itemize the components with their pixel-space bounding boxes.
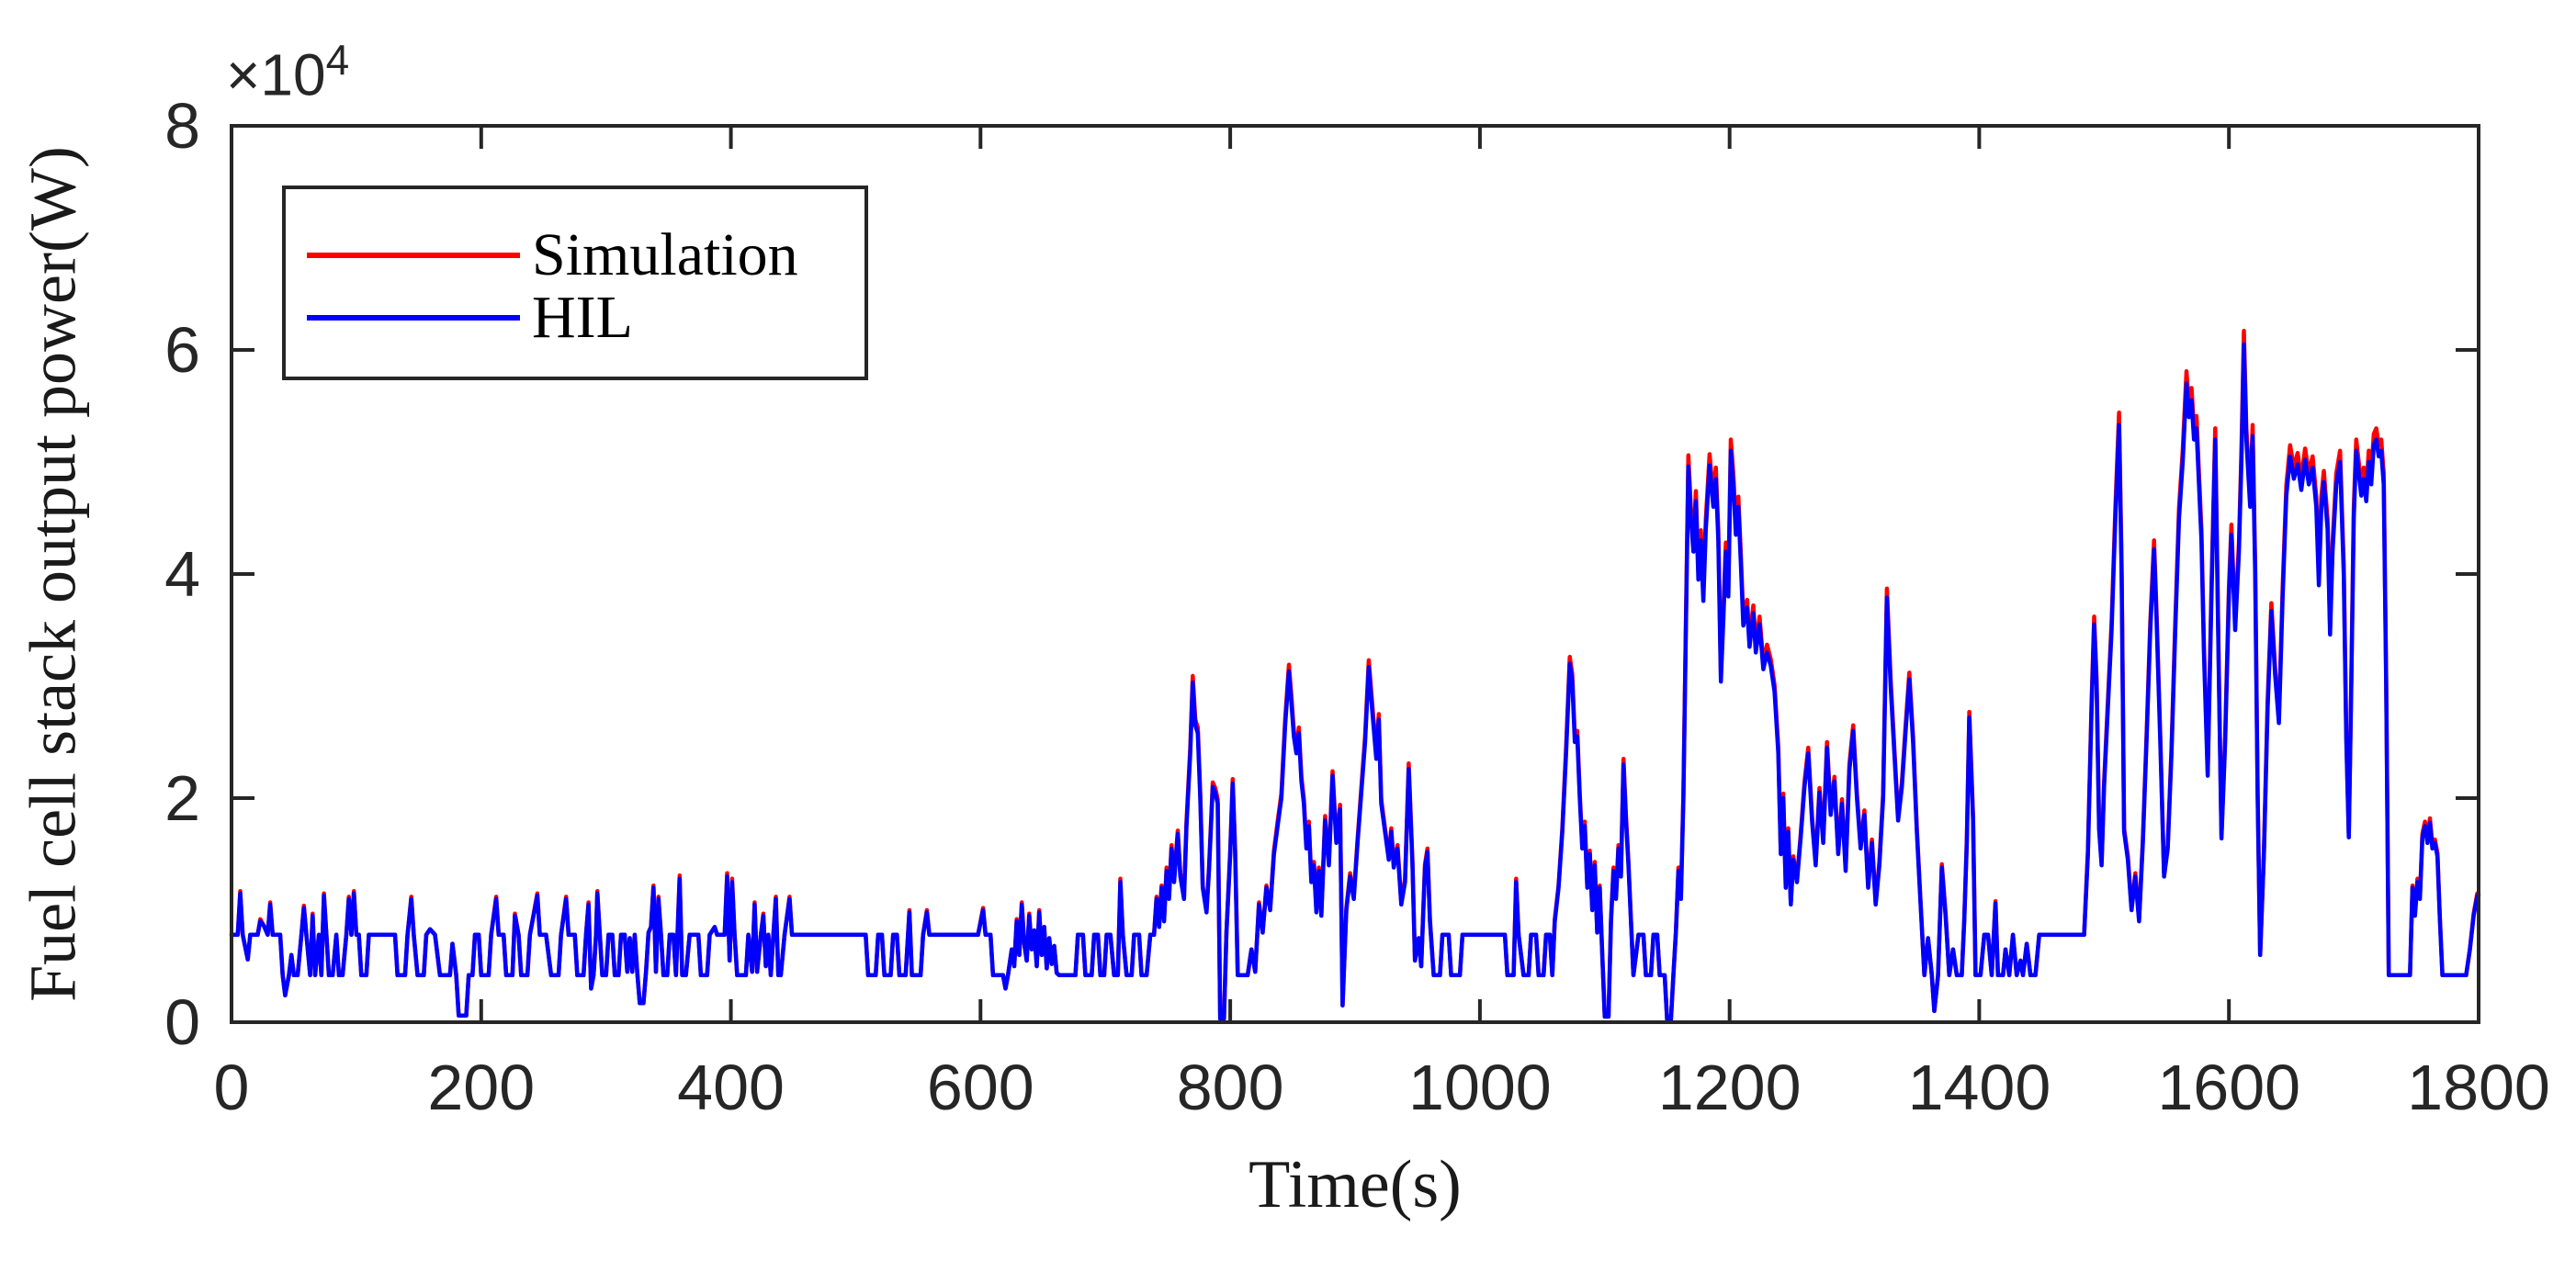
x-tick-label-0: 0 (213, 1052, 250, 1123)
legend-label-hil: HIL (532, 284, 633, 351)
legend-entry-hil: HIL (286, 284, 864, 351)
legend-box: Simulation HIL (282, 186, 868, 380)
y-axis-title: Fuel cell stack output power(W) (16, 146, 90, 1002)
y-tick-label-4: 4 (164, 538, 200, 610)
y-axis-exponent-label: ×104 (226, 36, 350, 108)
x-axis-title: Time(s) (1248, 1147, 1462, 1222)
legend-label-simulation: Simulation (532, 221, 798, 288)
y-tick-label-0: 0 (164, 986, 200, 1058)
x-tick-label-1600: 1600 (2157, 1052, 2301, 1123)
x-tick-label-1000: 1000 (1408, 1052, 1552, 1123)
x-tick-label-800: 800 (1176, 1052, 1284, 1123)
x-tick-label-1800: 1800 (2407, 1052, 2550, 1123)
x-tick-label-600: 600 (926, 1052, 1034, 1123)
y-tick-label-2: 2 (164, 762, 200, 834)
hil-series-line (229, 342, 2481, 1022)
y-tick-label-8: 8 (164, 90, 200, 162)
legend-entry-simulation: Simulation (286, 221, 864, 288)
hil-line-swatch (307, 315, 520, 321)
x-tick-label-1400: 1400 (1907, 1052, 2051, 1123)
simulation-line-swatch (307, 253, 520, 258)
x-tick-label-200: 200 (427, 1052, 536, 1123)
x-tick-label-400: 400 (677, 1052, 785, 1123)
x-tick-label-1200: 1200 (1657, 1052, 1802, 1123)
y-tick-label-6: 6 (164, 314, 200, 386)
